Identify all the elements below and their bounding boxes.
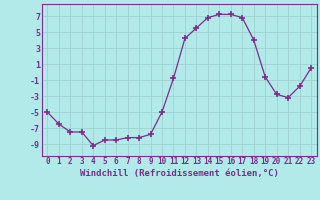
- X-axis label: Windchill (Refroidissement éolien,°C): Windchill (Refroidissement éolien,°C): [80, 169, 279, 178]
